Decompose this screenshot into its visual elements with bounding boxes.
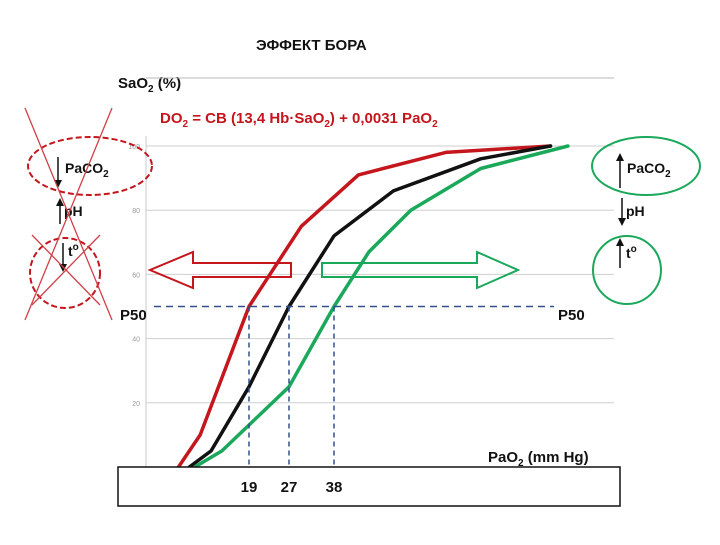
y-tick-label: 60 <box>132 272 140 279</box>
left-temp-arrowhead <box>59 264 67 272</box>
left-ph-arrowhead <box>56 198 64 206</box>
left-factor-group: PaCO2 pH to <box>24 107 153 321</box>
right-temp-arrowhead <box>616 238 624 246</box>
curve-red <box>176 144 553 469</box>
right-temp-circle <box>592 235 662 305</box>
y-axis-label: SaO2 (%) <box>118 75 181 95</box>
left-temp-circle <box>29 237 101 309</box>
left-temp-label: to <box>68 242 79 259</box>
left-paco2-ellipse <box>27 136 153 196</box>
p50-guides <box>154 305 554 481</box>
dissociation-curves <box>176 144 570 469</box>
left-paco2-label: PaCO2 <box>65 160 109 180</box>
right-paco2-label: PaCO2 <box>627 160 671 180</box>
x-axis-label: PaO2 (mm Hg) <box>488 449 589 469</box>
x-tick-labels: 19 27 38 <box>241 479 343 496</box>
curve-black <box>187 144 553 469</box>
x-tick-label: 19 <box>241 479 258 496</box>
x-axis-box <box>117 466 621 507</box>
slide-title: ЭФФЕКТ БОРА <box>256 37 367 54</box>
grid <box>145 136 614 467</box>
right-ph-label: pH <box>626 203 645 219</box>
y-tick-label: 100 <box>128 144 140 151</box>
right-ph-arrowhead <box>618 218 626 226</box>
x-tick-label: 27 <box>281 479 298 496</box>
y-tick-label: 80 <box>132 208 140 215</box>
cross-line-2 <box>24 107 113 321</box>
oxygen-delivery-formula: DO2 = CB (13,4 Hb·SaO2) + 0,0031 PaO2 <box>160 110 438 130</box>
y-tick-label: 20 <box>132 401 140 408</box>
y-tick-labels: 100 80 60 40 20 <box>128 144 140 408</box>
right-shift-arrow <box>321 250 521 290</box>
x-tick-label: 38 <box>326 479 343 496</box>
curve-green <box>193 144 570 469</box>
p50-label-right: P50 <box>558 307 585 324</box>
right-factor-group: PaCO2 pH to <box>591 136 701 305</box>
p50-label-left: P50 <box>120 307 147 324</box>
y-tick-label: 40 <box>132 337 140 344</box>
right-temp-label: to <box>626 244 637 261</box>
right-paco2-ellipse <box>591 136 701 196</box>
right-paco2-arrowhead <box>616 153 624 161</box>
left-shift-arrow <box>147 250 292 290</box>
cross-line-4 <box>31 234 101 306</box>
